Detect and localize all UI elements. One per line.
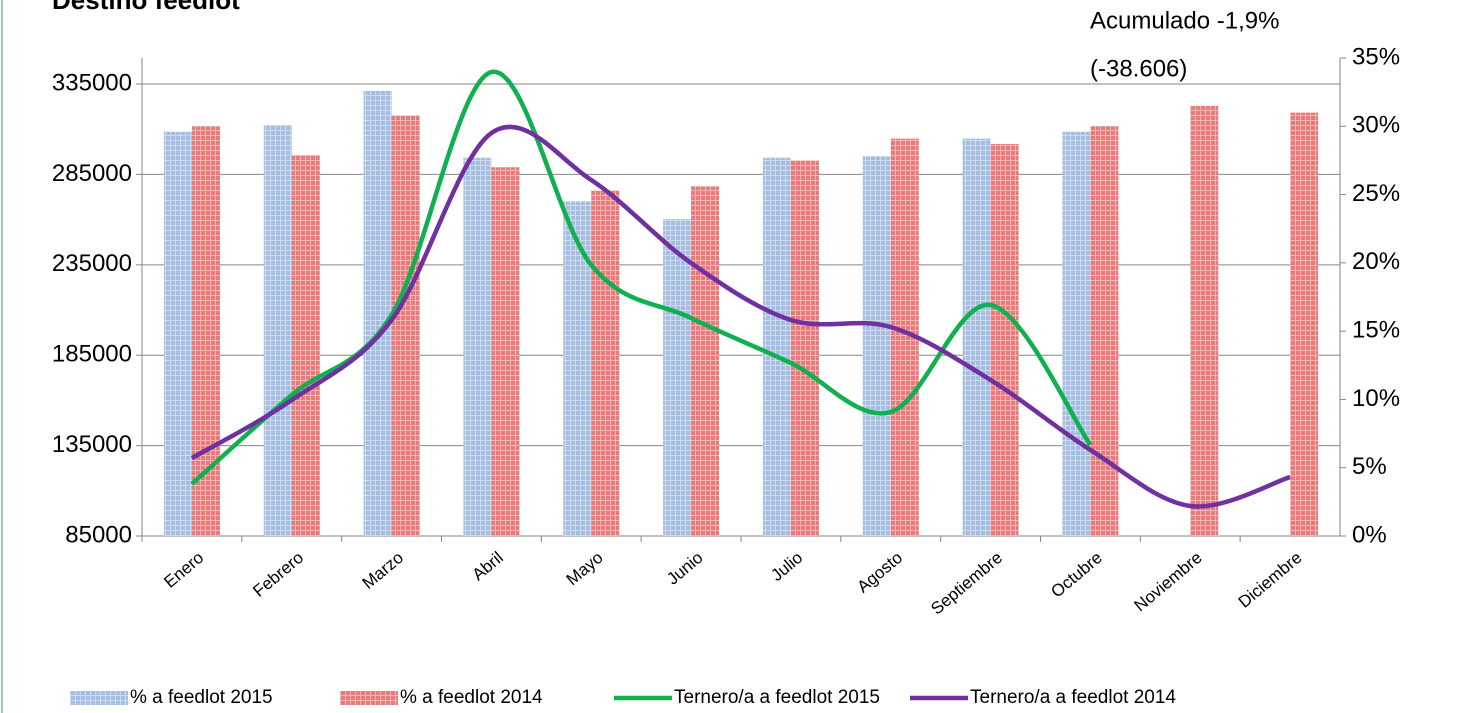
bar — [1090, 126, 1119, 537]
bar — [962, 138, 991, 536]
x-tick-label: Octubre — [1047, 548, 1106, 601]
legend-label: Ternero/a a feedlot 2015 — [674, 687, 880, 708]
bar — [391, 115, 420, 537]
y2-tick-label: 10% — [1352, 385, 1400, 412]
legend-label: Ternero/a a feedlot 2014 — [970, 687, 1176, 708]
x-tick-label: Agosto — [853, 548, 906, 597]
y2-tick-label: 0% — [1352, 521, 1387, 548]
bar — [1290, 112, 1319, 536]
legend-label: % a feedlot 2015 — [130, 687, 273, 708]
bar — [491, 167, 520, 536]
annotation: (-38.606) — [1090, 55, 1187, 82]
y-tick-label: 335000 — [52, 69, 132, 96]
y-tick-label: 135000 — [52, 431, 132, 458]
y-tick-label: 235000 — [52, 250, 132, 277]
x-tick-label: Noviembre — [1131, 548, 1206, 615]
legend-label: % a feedlot 2014 — [400, 687, 543, 708]
y-tick-label: 285000 — [52, 160, 132, 187]
x-tick-label: Mayo — [563, 548, 607, 589]
y2-tick-label: 35% — [1352, 43, 1400, 70]
y2-tick-label: 15% — [1352, 316, 1400, 343]
line — [190, 124, 1291, 509]
bar — [291, 154, 320, 537]
y2-tick-label: 30% — [1352, 112, 1400, 139]
bar — [591, 190, 620, 536]
x-tick-label: Junio — [663, 548, 706, 589]
x-tick-label: Enero — [160, 548, 207, 592]
chart-title: Destino feedlot — [52, 0, 240, 15]
y-tick-label: 85000 — [65, 521, 132, 548]
x-tick-label: Julio — [767, 548, 806, 585]
annotation: Acumulado -1,9% — [1090, 7, 1279, 34]
x-tick-label: Marzo — [359, 548, 407, 593]
bar — [191, 126, 220, 537]
bar — [163, 131, 192, 536]
y2-tick-label: 20% — [1352, 248, 1400, 275]
y2-tick-label: 25% — [1352, 180, 1400, 207]
bar — [263, 124, 292, 537]
x-tick-label: Diciembre — [1235, 548, 1306, 612]
y2-tick-label: 5% — [1352, 453, 1387, 480]
bar — [862, 156, 891, 536]
legend-swatch — [340, 691, 398, 705]
bar — [663, 219, 692, 536]
bar — [1190, 105, 1219, 537]
legend-swatch — [70, 691, 128, 705]
bar — [762, 157, 791, 536]
bar — [691, 186, 720, 536]
bar — [790, 160, 819, 536]
bar — [1062, 131, 1091, 536]
bar — [363, 90, 392, 536]
bar — [563, 201, 592, 536]
y-tick-label: 185000 — [52, 341, 132, 368]
x-tick-label: Febrero — [249, 548, 307, 601]
x-tick-label: Abril — [469, 548, 507, 584]
x-tick-label: Septiembre — [927, 548, 1006, 618]
bar — [463, 157, 492, 536]
line — [190, 69, 1093, 486]
bar — [990, 144, 1019, 537]
